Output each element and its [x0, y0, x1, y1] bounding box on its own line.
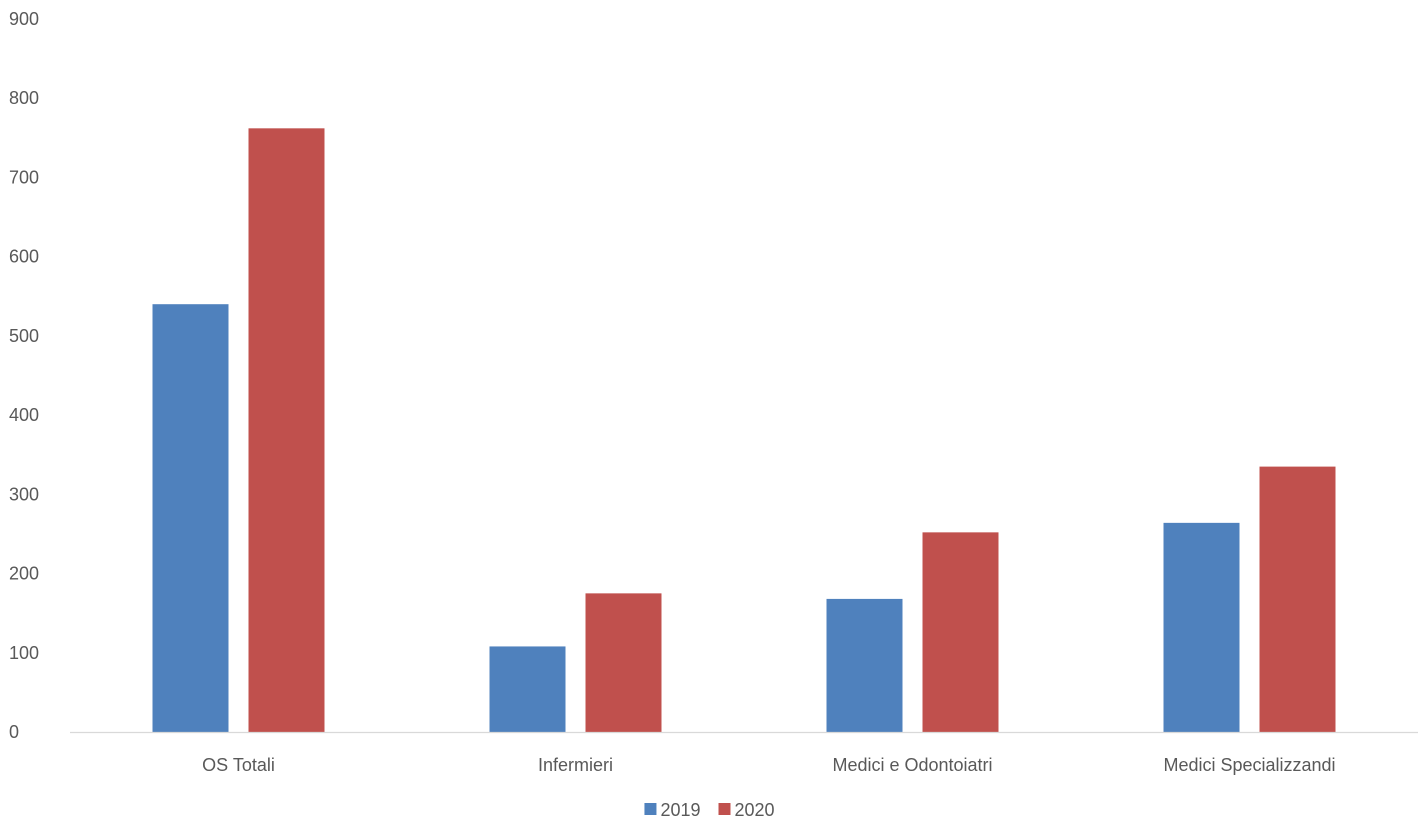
x-tick-label: Infermieri [538, 755, 613, 775]
y-tick-label: 300 [9, 484, 39, 504]
x-axis-categories: OS Totali Infermieri Medici e Odontoiatri M… [202, 755, 1335, 775]
legend-item-2020: 2020 [718, 800, 775, 820]
legend-swatch [644, 803, 657, 815]
legend: 2019 2020 [644, 800, 775, 820]
y-tick-label: 100 [9, 643, 39, 663]
y-axis-ticks: 0 100 200 300 400 500 600 700 800 900 [9, 9, 39, 742]
bar-2019-os-totali [152, 304, 229, 732]
bar-2019-infermieri [489, 646, 566, 732]
x-tick-label: OS Totali [202, 755, 275, 775]
x-tick-label: Medici e Odontoiatri [832, 755, 992, 775]
bar-2020-os-totali [248, 128, 325, 732]
legend-item-2019: 2019 [644, 800, 701, 820]
bars-group [152, 128, 1336, 732]
y-tick-label: 700 [9, 167, 39, 187]
bar-2019-medici-e-odontoiatri [826, 598, 903, 732]
y-tick-label: 200 [9, 564, 39, 584]
legend-label: 2019 [660, 800, 700, 820]
bar-2020-medici-e-odontoiatri [922, 532, 999, 732]
legend-swatch [718, 803, 731, 815]
y-tick-label: 0 [9, 722, 19, 742]
y-tick-label: 600 [9, 247, 39, 267]
x-tick-label: Medici Specializzandi [1163, 755, 1335, 775]
bar-2020-infermieri [585, 593, 662, 732]
y-tick-label: 500 [9, 326, 39, 346]
y-tick-label: 800 [9, 88, 39, 108]
bar-2020-medici-specializzandi [1259, 466, 1336, 732]
y-tick-label: 400 [9, 405, 39, 425]
y-tick-label: 900 [9, 9, 39, 29]
bar-2019-medici-specializzandi [1163, 522, 1240, 732]
legend-label: 2020 [735, 800, 775, 820]
